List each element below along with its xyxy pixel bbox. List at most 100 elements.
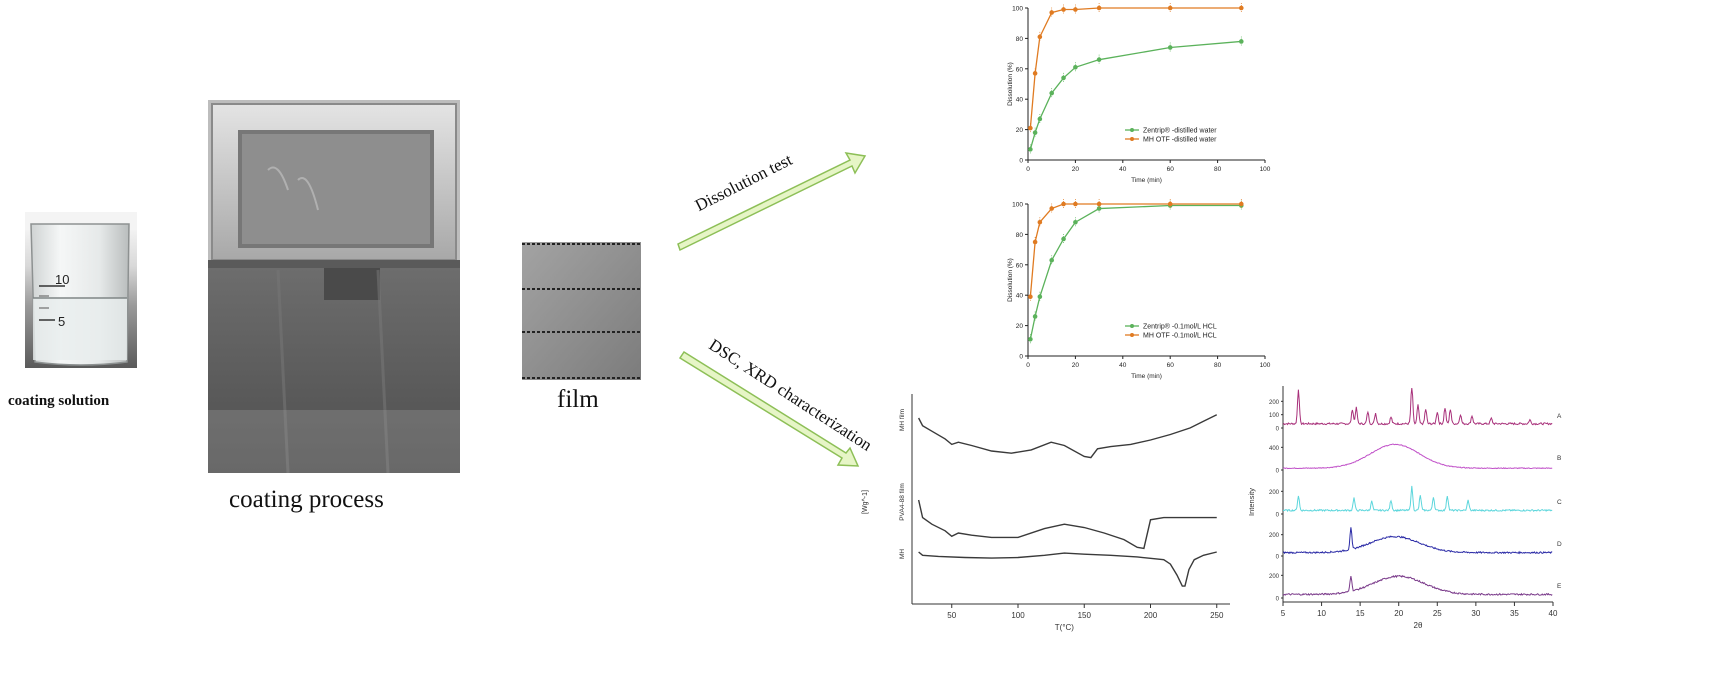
y-tick-label: 80 <box>1016 36 1024 43</box>
legend-swatch-dot <box>1130 324 1134 328</box>
data-point <box>1037 219 1043 225</box>
data-point <box>1096 201 1102 207</box>
data-point <box>1032 314 1038 319</box>
xrd-y-tick-label: 0 <box>1276 469 1280 475</box>
xrd-x-tick-label: 15 <box>1356 609 1365 618</box>
data-point <box>1073 64 1078 70</box>
beaker-mark-5: 5 <box>58 314 65 329</box>
y-tick-label: 0 <box>1019 354 1023 361</box>
data-point <box>1061 236 1066 242</box>
data-point <box>1167 201 1173 207</box>
data-point <box>1239 201 1244 207</box>
xrd-y-tick-label: 200 <box>1269 490 1280 496</box>
xrd-y-tick-label: 0 <box>1276 427 1280 433</box>
xrd-chart: 5 10 15 20 25 30 35 40 2θ Intensity 0 100 200 A 0 400 B 0… <box>1247 386 1562 630</box>
dsc-curve-1 <box>917 499 1217 550</box>
xrd-x-axis-label: 2θ <box>1414 621 1423 630</box>
data-point <box>1167 45 1173 50</box>
y-tick-label: 100 <box>1012 6 1023 13</box>
xrd-pattern-C <box>1282 485 1553 513</box>
coating-solution-photo: 10 5 <box>25 212 137 368</box>
xrd-y-tick-label: 0 <box>1276 597 1280 603</box>
x-tick-label: 0 <box>1026 362 1030 369</box>
y-tick-label: 60 <box>1016 66 1024 73</box>
xrd-y-axis-label: Intensity <box>1247 488 1256 516</box>
data-point <box>1049 10 1054 15</box>
legend-swatch-dot <box>1130 137 1134 141</box>
xrd-pattern-B <box>1282 443 1553 470</box>
data-point <box>1028 125 1033 131</box>
data-point <box>1167 5 1173 11</box>
characterization-arrow <box>678 350 860 467</box>
data-point <box>1049 257 1054 263</box>
xrd-x-tick-label: 35 <box>1510 609 1519 618</box>
coating-process-caption: coating process <box>229 486 384 513</box>
xrd-y-tick-label: 0 <box>1276 555 1280 561</box>
dsc-x-tick-label: 50 <box>947 611 956 620</box>
legend-entry: Zentrip® -distilled water <box>1143 127 1217 135</box>
y-tick-label: 100 <box>1012 202 1023 209</box>
series-line-1 <box>1029 7 1242 129</box>
y-tick-label: 80 <box>1016 232 1024 239</box>
dsc-x-tick-label: 150 <box>1078 611 1092 620</box>
xrd-x-tick-label: 30 <box>1471 609 1480 618</box>
data-point <box>1049 90 1054 96</box>
xrd-x-tick-label: 40 <box>1549 609 1558 618</box>
data-point <box>1073 219 1078 225</box>
y-tick-label: 60 <box>1016 262 1024 269</box>
data-point <box>1028 294 1033 300</box>
dsc-y-axis-label: [Wg^-1] <box>862 490 869 514</box>
film-caption: film <box>557 386 599 413</box>
coating-process-photo <box>208 100 460 474</box>
data-point <box>1239 5 1244 11</box>
legend-entry: MH OTF -distilled water <box>1143 137 1217 144</box>
y-axis-label: Dissolution (%) <box>1007 62 1014 106</box>
data-point <box>1096 57 1102 62</box>
xrd-y-tick-label: 400 <box>1269 446 1280 452</box>
data-point <box>1032 71 1038 76</box>
dissolution-arrow <box>677 152 867 252</box>
x-tick-label: 40 <box>1119 166 1127 173</box>
xrd-y-tick-label: 200 <box>1269 400 1280 406</box>
data-point <box>1032 130 1038 135</box>
data-point <box>1096 5 1102 11</box>
legend-swatch-dot <box>1130 333 1134 337</box>
xrd-pattern-A <box>1282 387 1553 426</box>
y-tick-label: 40 <box>1016 97 1024 104</box>
y-tick-label: 20 <box>1016 323 1024 330</box>
dsc-curve-2 <box>918 551 1217 587</box>
data-point <box>1239 39 1244 44</box>
dsc-x-tick-label: 250 <box>1210 611 1224 620</box>
x-tick-label: 80 <box>1214 166 1222 173</box>
applicator-frame-image <box>208 100 460 474</box>
data-point <box>1028 336 1033 342</box>
legend-swatch-dot <box>1130 128 1134 132</box>
beaker-image: 10 5 <box>25 212 137 368</box>
x-tick-label: 60 <box>1167 166 1175 173</box>
coating-solution-caption: coating solution <box>8 393 110 409</box>
xrd-pattern-label: D <box>1557 541 1562 548</box>
data-point <box>1028 147 1033 152</box>
xrd-x-tick-label: 10 <box>1317 609 1326 618</box>
dsc-curve-0 <box>918 414 1218 459</box>
film-photo <box>522 242 641 380</box>
x-tick-label: 40 <box>1119 362 1127 369</box>
data-point <box>1037 116 1043 122</box>
dsc-chart: 50 100 150 200 250 T(°C) [Wg^-1] MH film PVA4-88… <box>862 394 1230 632</box>
data-point <box>1073 201 1078 207</box>
data-point <box>1061 75 1066 81</box>
xrd-pattern-E <box>1282 574 1553 596</box>
xrd-pattern-label: E <box>1557 583 1562 590</box>
x-tick-label: 0 <box>1026 166 1030 173</box>
data-point <box>1037 34 1043 40</box>
series-line-0 <box>1029 204 1242 340</box>
dissolution-chart-hcl: 0 20 40 60 80 100 0 20 40 60 80 100 Time (min) Dissol… <box>1007 199 1271 380</box>
x-tick-label: 20 <box>1072 166 1080 173</box>
y-tick-label: 40 <box>1016 293 1024 300</box>
x-tick-label: 20 <box>1072 362 1080 369</box>
x-tick-label: 60 <box>1167 362 1175 369</box>
dsc-x-tick-label: 200 <box>1144 611 1158 620</box>
series-line-1 <box>1029 203 1242 297</box>
xrd-y-tick-label: 200 <box>1269 574 1280 580</box>
dissolution-chart-water: 0 20 40 60 80 100 0 20 40 60 80 100 Time (min) Dissol… <box>1007 3 1271 184</box>
